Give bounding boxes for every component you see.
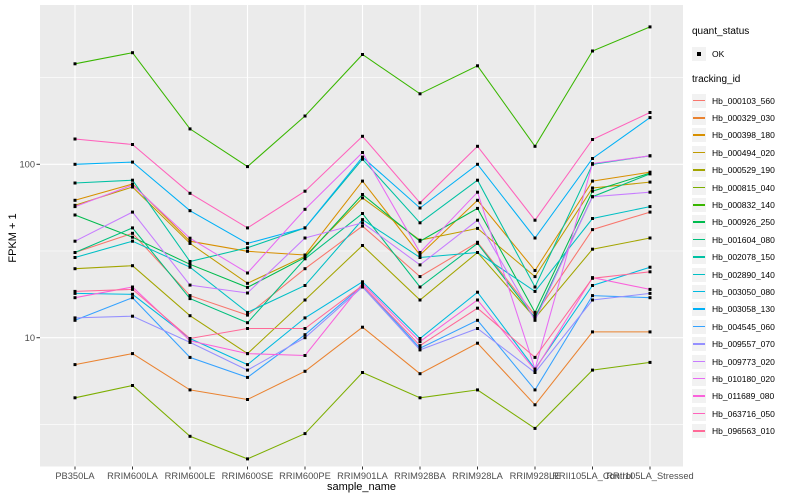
svg-text:RRIM928BA: RRIM928BA: [394, 471, 446, 481]
legend-entry-label: Hb_000103_560: [712, 95, 775, 106]
legend-key-line-icon: [692, 337, 706, 352]
svg-text:RRIM600SE: RRIM600SE: [222, 471, 274, 481]
legend-entry-Hb_000926_250: Hb_000926_250: [692, 214, 798, 231]
legend-entry-Hb_009773_020: Hb_009773_020: [692, 353, 798, 370]
legend-entry-Hb_000529_190: Hb_000529_190: [692, 162, 798, 179]
legend-entry-Hb_011689_080: Hb_011689_080: [692, 388, 798, 405]
legend-entry-label: Hb_009557_070: [712, 339, 775, 350]
legend-entry-Hb_000815_040: Hb_000815_040: [692, 179, 798, 196]
legend-entry-label: Hb_001604_080: [712, 234, 775, 245]
legend-entry-label: Hb_096563_010: [712, 426, 775, 437]
ok-marker-key: [692, 47, 706, 61]
legend-item-ok-label: OK: [712, 49, 725, 59]
svg-text:RRIM600LE: RRIM600LE: [165, 471, 216, 481]
legend-entry-Hb_001604_080: Hb_001604_080: [692, 231, 798, 248]
legend-entry-Hb_009557_070: Hb_009557_070: [692, 335, 798, 352]
legend-entry-Hb_096563_010: Hb_096563_010: [692, 422, 798, 439]
legend-key-line-icon: [692, 145, 706, 160]
legend-key-line-icon: [692, 180, 706, 195]
legend-entry-label: Hb_004545_060: [712, 321, 775, 332]
legend-entry-label: Hb_000815_040: [712, 182, 775, 193]
legend-entry-label: Hb_000494_020: [712, 147, 775, 158]
legend-key-line-icon: [692, 267, 706, 282]
legend-entries: Hb_000103_560 Hb_000329_030 Hb_000398_180 H…: [692, 92, 798, 440]
svg-text:RRII105LA_Stressed: RRII105LA_Stressed: [606, 471, 693, 481]
legend-entry-Hb_000398_180: Hb_000398_180: [692, 127, 798, 144]
legend-key-line-icon: [692, 198, 706, 213]
svg-text:10: 10: [25, 333, 35, 343]
legend-key-line-icon: [692, 302, 706, 317]
legend-entry-Hb_002890_140: Hb_002890_140: [692, 266, 798, 283]
legend-entry-Hb_000329_030: Hb_000329_030: [692, 109, 798, 126]
svg-text:RRII105LA_Control: RRII105LA_Control: [552, 471, 633, 481]
data-points: [73, 25, 652, 461]
legend-entry-label: Hb_000529_190: [712, 165, 775, 176]
legend-key-line-icon: [692, 389, 706, 404]
legend-entry-Hb_010180_020: Hb_010180_020: [692, 370, 798, 387]
legend-entry-label: Hb_000926_250: [712, 217, 775, 228]
black-square-icon: [697, 52, 701, 56]
legend-entry-Hb_002078_150: Hb_002078_150: [692, 249, 798, 266]
svg-text:PB350LA: PB350LA: [55, 471, 95, 481]
y-axis-title: FPKM + 1: [7, 213, 19, 263]
legend-key-line-icon: [692, 163, 706, 178]
legend-key-line-icon: [692, 111, 706, 126]
legend-entry-Hb_000494_020: Hb_000494_020: [692, 144, 798, 161]
x-axis-title: sample_name: [326, 481, 397, 493]
legend-entry-label: Hb_003058_130: [712, 304, 775, 315]
legend-entry-label: Hb_002078_150: [712, 252, 775, 263]
legend-entry-label: Hb_063716_050: [712, 408, 775, 419]
legend-entry-label: Hb_000329_030: [712, 113, 775, 124]
legend-title-tracking-id: tracking_id: [692, 74, 741, 85]
legend-entry-Hb_003050_080: Hb_003050_080: [692, 283, 798, 300]
y-tick-labels: 100 10: [19, 160, 35, 343]
legend-entry-label: Hb_010180_020: [712, 373, 775, 384]
legend-entry-Hb_000103_560: Hb_000103_560: [692, 92, 798, 109]
svg-text:RRIM600PE: RRIM600PE: [279, 471, 331, 481]
legend-key-line-icon: [692, 406, 706, 421]
legend: quant_status OK tracking_id Hb_000103_56…: [692, 26, 798, 440]
legend-key-line-icon: [692, 232, 706, 247]
legend-key-line-icon: [692, 128, 706, 143]
legend-entry-Hb_003058_130: Hb_003058_130: [692, 301, 798, 318]
legend-title-quant-status: quant_status: [692, 26, 750, 37]
svg-text:RRIM928LA: RRIM928LA: [452, 471, 503, 481]
legend-entry-label: Hb_009773_020: [712, 356, 775, 367]
legend-key-line-icon: [692, 215, 706, 230]
legend-key-line-icon: [692, 319, 706, 334]
legend-entry-label: Hb_011689_080: [712, 391, 775, 402]
legend-item-ok: OK: [692, 44, 798, 64]
legend-entry-label: Hb_000398_180: [712, 130, 775, 141]
legend-entry-Hb_000832_140: Hb_000832_140: [692, 196, 798, 213]
legend-key-line-icon: [692, 371, 706, 386]
legend-key-line-icon: [692, 284, 706, 299]
x-tick-labels: PB350LA RRIM600LA RRIM600LE RRIM600SE RRIM60…: [55, 471, 693, 481]
legend-key-line-icon: [692, 250, 706, 265]
legend-key-line-icon: [692, 424, 706, 439]
legend-entry-Hb_004545_060: Hb_004545_060: [692, 318, 798, 335]
legend-entry-label: Hb_003050_080: [712, 286, 775, 297]
svg-text:100: 100: [19, 160, 35, 170]
axis-ticks: [36, 163, 651, 470]
legend-key-line-icon: [692, 93, 706, 108]
legend-key-line-icon: [692, 354, 706, 369]
svg-text:RRIM600LA: RRIM600LA: [107, 471, 158, 481]
panel-background: [40, 5, 683, 467]
legend-entry-label: Hb_000832_140: [712, 200, 775, 211]
legend-entry-Hb_063716_050: Hb_063716_050: [692, 405, 798, 422]
legend-entry-label: Hb_002890_140: [712, 269, 775, 280]
svg-text:RRIM901LA: RRIM901LA: [337, 471, 388, 481]
svg-text:RRIM928LE: RRIM928LE: [510, 471, 561, 481]
